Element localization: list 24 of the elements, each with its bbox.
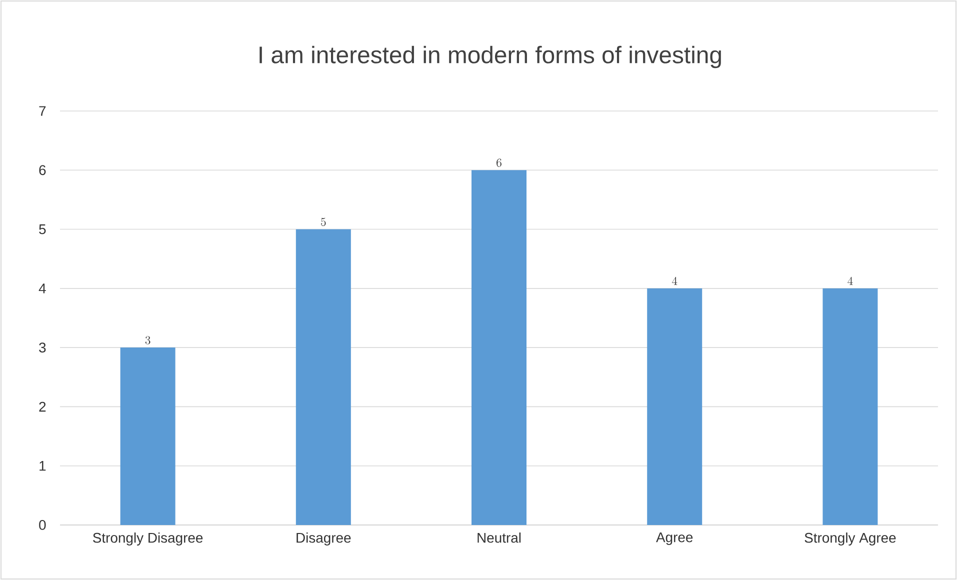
bar [822,288,878,525]
y-tick-label: 6 [39,165,46,176]
x-tick-label: Agree [656,532,693,545]
bar [296,229,351,525]
x-tick-label: Neutral [478,532,521,543]
bar [647,288,702,525]
y-tick-label: 1 [40,461,46,471]
y-tick-label: 0 [39,520,46,530]
x-tick-label: Strongly Disagree [93,532,203,546]
y-tick-label: 3 [39,342,46,352]
x-tick-label: Disagree [296,532,351,546]
data-label: 4 [848,276,853,285]
data-label: 3 [145,336,150,344]
data-label: 5 [321,218,326,226]
data-label: 4 [672,276,678,285]
bar [120,348,176,525]
x-tick-label: Strongly Agree [804,532,896,546]
chart-title: I am interested in modern forms of investing [260,46,721,68]
y-tick-label: 7 [39,106,46,116]
y-tick-label: 4 [38,284,46,294]
y-tick-label: 5 [39,224,46,234]
bar [472,170,527,525]
data-label: 6 [496,158,502,167]
y-tick-label: 2 [39,402,46,412]
